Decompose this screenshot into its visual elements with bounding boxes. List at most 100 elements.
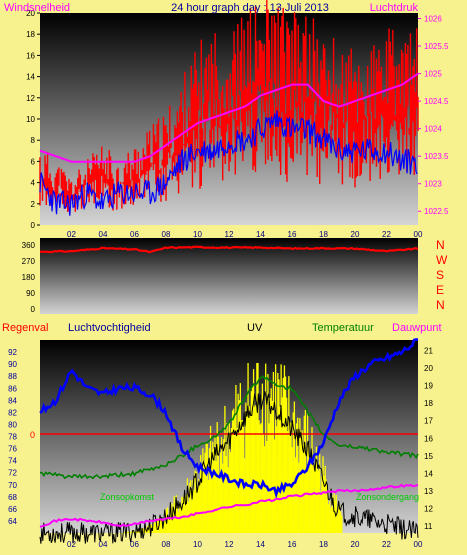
pressure-tick-label: 1024 [424,125,442,134]
temperature-tick-label: 16 [424,434,433,443]
temperature-tick-label: 17 [424,417,433,426]
wind-tick-label: 0 [31,221,36,230]
compass-label: N [436,238,445,252]
temperature-tick-label: 12 [424,504,433,513]
direction-tick-label: 270 [22,257,36,266]
humidity-tick-label: 90 [8,360,17,369]
wind-tick-label: 4 [31,179,36,188]
humidity-x-tick-label: 20 [351,540,360,549]
humidity-x-tick-label: 12 [225,540,234,549]
graph-title: 24 hour graph day : 13 Juli 2013 [171,2,329,14]
temperature-tick-label: 20 [424,364,433,373]
line-layer [39,72,419,544]
uv-line [39,391,419,544]
humidity-tick-label: 76 [8,445,17,454]
temperature-tick-label: 14 [424,469,433,478]
sunset-label: Zonsondergang [356,492,419,502]
wind-average-line [39,110,418,216]
wind-x-tick-label: 18 [319,230,328,239]
humidity-tick-label: 82 [8,408,17,417]
wind-tick-label: 16 [26,51,35,60]
compass-label: N [436,298,445,312]
temperature-tick-label: 19 [424,382,433,391]
wind-x-tick-label: 10 [193,230,202,239]
wind-x-tick-label: 04 [99,230,108,239]
humidity-tick-label: 80 [8,420,17,429]
humidity-x-tick-label: 04 [99,540,108,549]
pressure-tick-label: 1025.5 [424,42,449,51]
legend-temperature: Temperatuur [312,322,374,334]
humidity-tick-label: 86 [8,384,17,393]
legend-uv: UV [247,322,263,334]
compass-label: S [436,268,444,282]
humidity-tick-label: 88 [8,372,17,381]
direction-tick-label: 360 [22,241,36,250]
wind-tick-label: 18 [26,30,35,39]
humidity-line [39,338,419,499]
direction-tick-label: 0 [31,305,36,314]
wind-tick-label: 20 [26,9,35,18]
wind-x-tick-label: 14 [256,230,265,239]
humidity-x-tick-label: 02 [67,540,76,549]
wind-x-tick-label: 00 [414,230,423,239]
pressure-tick-label: 1024.5 [424,97,449,106]
wind-tick-label: 14 [26,73,35,82]
direction-tick-label: 180 [22,273,36,282]
pressure-title: Luchtdruk [370,2,419,14]
wind-tick-label: 2 [31,200,36,209]
wind-tick-label: 8 [31,136,36,145]
humidity-tick-label: 64 [8,517,17,526]
wind-tick-label: 12 [26,94,35,103]
wind-x-tick-label: 12 [225,230,234,239]
wind-tick-label: 6 [31,157,36,166]
legend-rain: Regenval [2,322,48,334]
humidity-x-tick-label: 10 [193,540,202,549]
temperature-tick-label: 11 [424,522,433,531]
pressure-tick-label: 1025 [424,70,442,79]
wind-x-tick-label: 22 [382,230,391,239]
wind-x-tick-label: 02 [67,230,76,239]
temperature-line [40,375,419,480]
direction-tick-label: 90 [26,289,35,298]
pressure-tick-label: 1023 [424,180,442,189]
wind-direction-line [39,245,419,254]
humidity-x-tick-label: 16 [288,540,297,549]
pressure-tick-label: 1022.5 [424,207,449,216]
humidity-tick-label: 70 [8,481,17,490]
legend-humidity: Luchtvochtigheid [68,322,151,334]
humidity-tick-label: 68 [8,493,17,502]
wind-x-tick-label: 16 [288,230,297,239]
humidity-tick-label: 72 [8,469,17,478]
pressure-tick-label: 1026 [424,15,442,24]
humidity-x-tick-label: 14 [256,540,265,549]
compass-label: W [436,253,448,267]
dewpoint-line [39,483,419,528]
tick-layer: 024681012141618201022.510231023.51024102… [8,9,449,549]
wind-speed-title: Windsnelheid [4,2,70,14]
humidity-x-tick-label: 22 [382,540,391,549]
temperature-tick-label: 21 [424,347,433,356]
humidity-x-tick-label: 00 [414,540,423,549]
wind-x-tick-label: 06 [130,230,139,239]
wind-x-tick-label: 08 [162,230,171,239]
humidity-x-tick-label: 06 [130,540,139,549]
wind-x-tick-label: 20 [351,230,360,239]
temperature-tick-label: 18 [424,399,433,408]
humidity-x-tick-label: 08 [162,540,171,549]
compass-label: E [436,283,444,297]
humidity-x-tick-label: 18 [319,540,328,549]
temperature-tick-label: 15 [424,452,433,461]
legend-dewpoint: Dauwpunt [392,322,442,334]
humidity-tick-label: 74 [8,457,17,466]
rain-zero-label: 0 [30,430,35,440]
pressure-tick-label: 1023.5 [424,152,449,161]
humidity-tick-label: 84 [8,396,17,405]
humidity-tick-label: 92 [8,348,17,357]
sunrise-label: Zonsopkomst [100,492,155,502]
wind-tick-label: 10 [26,115,35,124]
humidity-tick-label: 66 [8,505,17,514]
direction-panel-background [40,238,418,314]
fill-layer [39,0,419,533]
